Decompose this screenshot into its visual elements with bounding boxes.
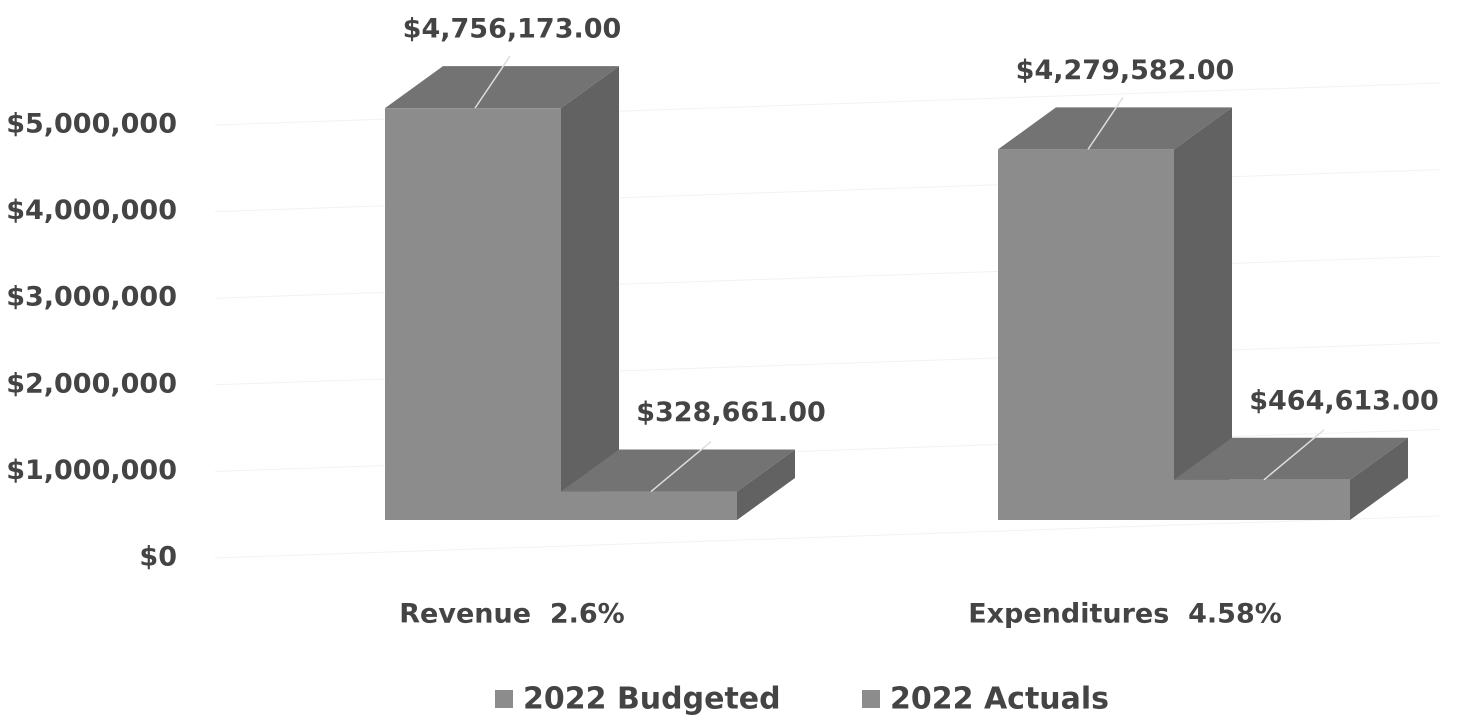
x-tick-label: Expenditures 4.58%: [968, 599, 1282, 630]
data-label: $4,756,173.00: [403, 14, 622, 45]
grid-line: [214, 515, 1441, 559]
bar-top: [1174, 437, 1408, 480]
legend-swatch: [495, 690, 513, 708]
bar: [1174, 479, 1350, 520]
leader-line: [650, 440, 712, 493]
y-tick-label: $5,000,000: [6, 109, 177, 140]
bar-side: [737, 449, 795, 520]
bar-top: [561, 449, 795, 492]
x-tick-label: Revenue 2.6%: [399, 599, 624, 630]
bar-top: [998, 107, 1232, 150]
bar-side: [1174, 107, 1232, 521]
leader-line: [1263, 429, 1325, 481]
legend-label: 2022 Budgeted: [523, 682, 781, 717]
bar: [385, 108, 561, 520]
leader-line: [1087, 96, 1124, 150]
bar-side: [561, 66, 619, 520]
y-tick-label: $1,000,000: [6, 455, 177, 486]
data-label: $464,613.00: [1249, 385, 1439, 416]
legend-swatch: [862, 690, 880, 708]
bar: [561, 491, 737, 520]
y-tick-label: $2,000,000: [6, 368, 177, 399]
data-label: $4,279,582.00: [1016, 55, 1235, 86]
y-tick-label: $4,000,000: [6, 195, 177, 226]
legend-label: 2022 Actuals: [890, 682, 1109, 717]
y-tick-label: $0: [139, 542, 177, 573]
leader-line: [474, 55, 511, 109]
bar-top: [385, 66, 619, 109]
data-label: $328,661.00: [636, 397, 826, 428]
bar: [998, 149, 1174, 521]
bar-side: [1350, 437, 1408, 520]
y-tick-label: $3,000,000: [6, 282, 177, 313]
